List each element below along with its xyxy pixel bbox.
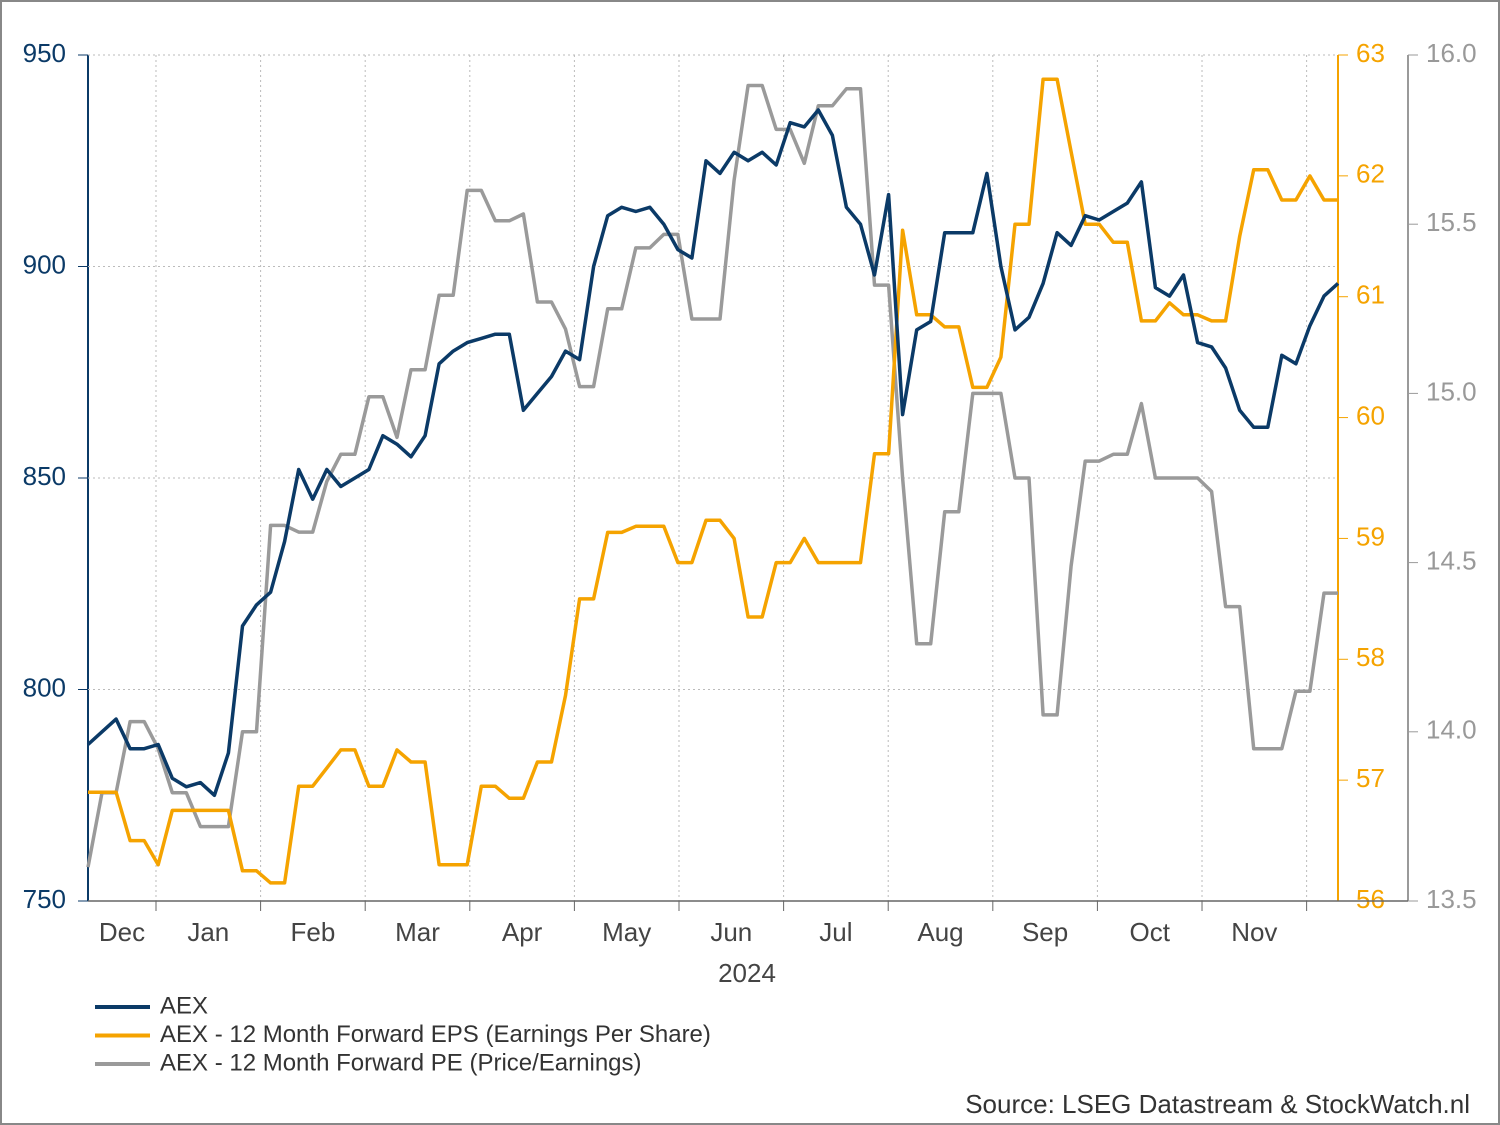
y2-tick-label: 60 xyxy=(1356,400,1385,430)
y2-tick-label: 57 xyxy=(1356,763,1385,793)
y3-tick-label: 13.5 xyxy=(1426,884,1477,914)
y2-tick-label: 61 xyxy=(1356,280,1385,310)
x-tick-label: Mar xyxy=(395,917,440,947)
legend-label: AEX xyxy=(160,992,208,1019)
x-tick-label: May xyxy=(602,917,651,947)
x-tick-label: Aug xyxy=(917,917,963,947)
x-tick-label: Nov xyxy=(1231,917,1277,947)
legend-label: AEX - 12 Month Forward PE (Price/Earning… xyxy=(160,1049,642,1076)
y2-tick-label: 62 xyxy=(1356,159,1385,189)
x-tick-label: Feb xyxy=(290,917,335,947)
series-line xyxy=(86,83,1338,868)
legend-label: AEX - 12 Month Forward EPS (Earnings Per… xyxy=(160,1021,711,1048)
x-tick-label: Apr xyxy=(502,917,543,947)
y-tick-label: 850 xyxy=(23,461,66,491)
y2-tick-label: 63 xyxy=(1356,38,1385,68)
x-tick-label: Sep xyxy=(1022,917,1068,947)
x-tick-label: Jan xyxy=(187,917,229,947)
series-line xyxy=(88,77,1338,885)
y-tick-label: 800 xyxy=(23,672,66,702)
y-tick-label: 900 xyxy=(23,249,66,279)
x-tick-label: Jul xyxy=(819,917,852,947)
series-line xyxy=(86,108,1340,798)
y3-tick-label: 16.0 xyxy=(1426,38,1477,68)
y3-tick-label: 14.0 xyxy=(1426,715,1477,745)
y-tick-label: 750 xyxy=(23,884,66,914)
y2-tick-label: 56 xyxy=(1356,884,1385,914)
source: Source: LSEG Datastream & StockWatch.nl xyxy=(965,1089,1470,1119)
x-tick-label: Jun xyxy=(710,917,752,947)
y3-tick-label: 15.0 xyxy=(1426,376,1477,406)
y3-tick-label: 14.5 xyxy=(1426,545,1477,575)
y2-tick-label: 59 xyxy=(1356,521,1385,551)
y-tick-label: 950 xyxy=(23,38,66,68)
x-tick-label: Dec xyxy=(99,917,145,947)
y2-tick-label: 58 xyxy=(1356,642,1385,672)
x-axis-label: 2024 xyxy=(718,958,776,988)
x-tick-label: Oct xyxy=(1129,917,1170,947)
y3-tick-label: 15.5 xyxy=(1426,207,1477,237)
